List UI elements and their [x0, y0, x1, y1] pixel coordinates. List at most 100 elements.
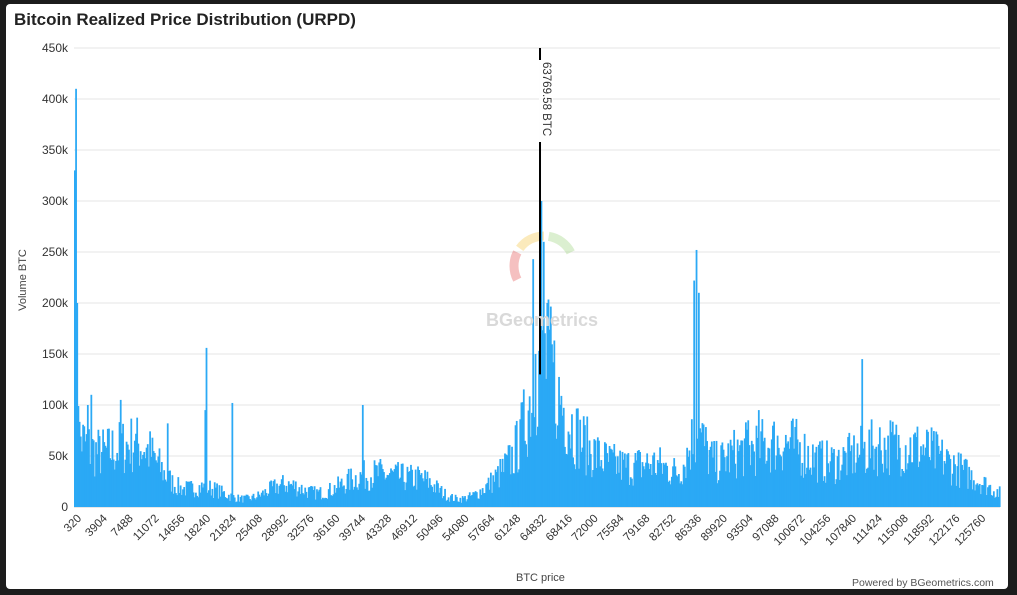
bar[interactable] [850, 445, 853, 507]
bar[interactable] [609, 448, 612, 507]
bar[interactable] [808, 469, 811, 507]
bar[interactable] [408, 471, 411, 507]
bar[interactable] [266, 495, 269, 507]
bar[interactable] [972, 480, 975, 507]
bar[interactable] [195, 492, 197, 507]
bar[interactable] [886, 468, 888, 507]
bar[interactable] [667, 481, 670, 507]
bar[interactable] [774, 469, 777, 507]
bar[interactable] [582, 416, 585, 507]
bar[interactable] [734, 463, 737, 507]
bar[interactable] [880, 450, 882, 507]
bar[interactable] [776, 435, 779, 507]
bar[interactable] [132, 452, 135, 507]
bar[interactable] [814, 452, 817, 507]
bar[interactable] [526, 456, 529, 507]
bar[interactable] [102, 429, 104, 507]
bar[interactable] [858, 454, 861, 507]
bar[interactable] [206, 492, 209, 507]
bar[interactable] [121, 433, 123, 507]
bar[interactable] [851, 473, 854, 507]
bar[interactable] [159, 472, 162, 507]
bar[interactable] [895, 424, 898, 507]
bar[interactable] [343, 485, 345, 507]
bar[interactable] [975, 484, 978, 507]
bar[interactable] [737, 451, 740, 507]
bar[interactable] [489, 472, 492, 507]
bar[interactable] [88, 429, 90, 507]
bar[interactable] [83, 426, 86, 507]
bar[interactable] [277, 493, 280, 507]
bar[interactable] [304, 487, 307, 507]
bar[interactable] [95, 442, 97, 507]
bar[interactable] [377, 476, 379, 507]
bar[interactable] [187, 481, 190, 507]
bar[interactable] [271, 486, 274, 507]
bar[interactable] [589, 454, 592, 507]
bar[interactable] [770, 439, 773, 507]
bar[interactable] [783, 447, 786, 507]
bar[interactable] [889, 420, 892, 507]
bar[interactable] [730, 445, 733, 507]
bar[interactable] [504, 453, 506, 507]
bar[interactable] [611, 449, 613, 507]
bar[interactable] [874, 448, 877, 507]
bar[interactable] [506, 455, 509, 507]
bar[interactable] [531, 412, 533, 507]
bar[interactable] [265, 492, 268, 507]
bar[interactable] [433, 484, 436, 507]
bar[interactable] [566, 454, 569, 507]
bar[interactable] [967, 488, 969, 507]
bar[interactable] [864, 472, 867, 507]
bar[interactable] [591, 477, 593, 507]
bar[interactable] [300, 484, 303, 507]
bar[interactable] [179, 485, 182, 507]
bar[interactable] [512, 473, 515, 507]
bar[interactable] [935, 431, 938, 507]
bar[interactable] [464, 496, 466, 507]
bar[interactable] [539, 370, 542, 507]
bar[interactable] [210, 495, 213, 507]
bar[interactable] [697, 292, 700, 507]
bar[interactable] [710, 441, 713, 507]
bar[interactable] [517, 472, 519, 507]
bar[interactable] [284, 491, 287, 507]
bar[interactable] [971, 489, 974, 507]
bar[interactable] [752, 444, 754, 507]
bar[interactable] [821, 440, 824, 507]
bar[interactable] [670, 476, 673, 507]
bar[interactable] [91, 439, 94, 507]
bar[interactable] [762, 441, 765, 507]
bar[interactable] [794, 426, 797, 507]
bar[interactable] [961, 464, 963, 507]
bar[interactable] [687, 456, 690, 507]
bar[interactable] [878, 427, 881, 507]
bar[interactable] [198, 485, 201, 507]
bar[interactable] [897, 434, 900, 507]
bar[interactable] [238, 501, 241, 507]
bar[interactable] [998, 486, 1001, 507]
bar[interactable] [425, 479, 428, 507]
bar[interactable] [321, 497, 324, 507]
bar[interactable] [149, 431, 151, 507]
bar[interactable] [815, 446, 818, 507]
bar[interactable] [936, 434, 939, 507]
bar[interactable] [716, 483, 719, 507]
bar[interactable] [311, 486, 314, 507]
bar[interactable] [796, 439, 799, 507]
bar[interactable] [353, 486, 356, 507]
bar[interactable] [135, 433, 137, 507]
bar[interactable] [286, 492, 289, 507]
bar[interactable] [491, 492, 493, 507]
bar[interactable] [584, 425, 586, 507]
bar[interactable] [175, 493, 177, 507]
bar[interactable] [480, 494, 483, 507]
bar[interactable] [678, 474, 680, 507]
bar[interactable] [217, 498, 220, 507]
bar[interactable] [606, 453, 609, 507]
bar[interactable] [392, 471, 395, 507]
bar[interactable] [977, 485, 980, 507]
bar[interactable] [580, 451, 583, 507]
bar[interactable] [632, 485, 634, 507]
bar[interactable] [493, 481, 496, 507]
